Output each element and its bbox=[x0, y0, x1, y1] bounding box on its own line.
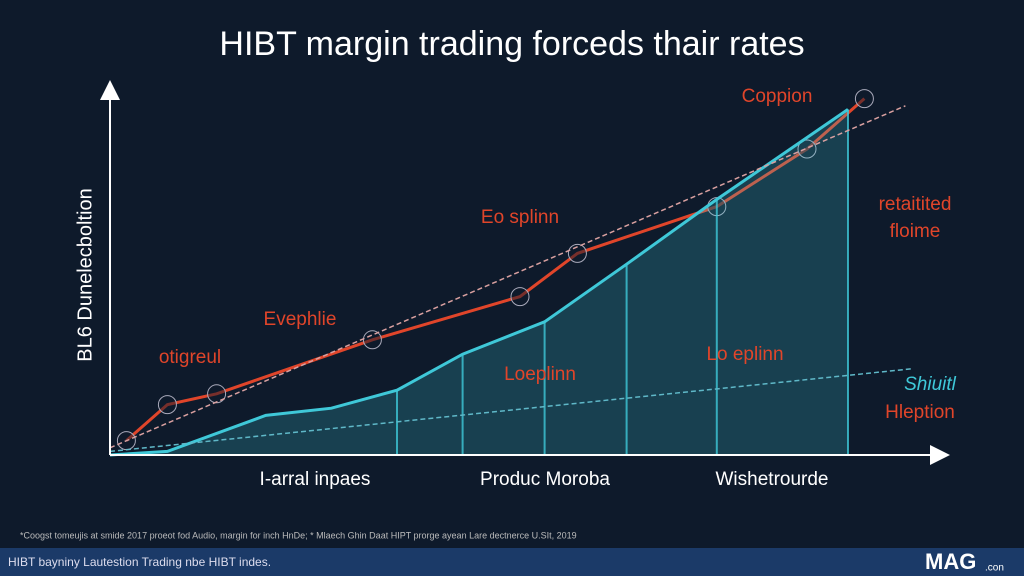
x-tick-label: I-arral inpaes bbox=[260, 469, 371, 490]
point bbox=[854, 89, 874, 109]
footer-bar bbox=[0, 548, 1024, 576]
annotation: Eo splinn bbox=[481, 207, 559, 228]
logo: MAG bbox=[925, 549, 976, 574]
annotation: Shiuitl bbox=[904, 374, 957, 395]
dashed-line bbox=[109, 367, 914, 453]
annotation: floime bbox=[890, 221, 941, 242]
dashed-line bbox=[109, 105, 906, 449]
point bbox=[362, 330, 382, 350]
series-line bbox=[109, 108, 849, 457]
footer-text: HIBT bayniny Lautestion Trading nbe HIBT… bbox=[8, 555, 271, 569]
point bbox=[207, 384, 227, 404]
annotation: retaitited bbox=[879, 194, 952, 215]
annotation: Coppion bbox=[742, 86, 813, 107]
plot-area bbox=[109, 89, 914, 457]
y-axis-label: BL6 Dunelecboltion bbox=[74, 188, 96, 361]
annotation: Evephlie bbox=[264, 309, 337, 330]
point bbox=[510, 287, 530, 307]
point bbox=[797, 139, 817, 159]
footnote: *Coogst tomeujis at smide 2017 proeot fo… bbox=[20, 530, 577, 540]
chart-title: HIBT margin trading forceds thair rates bbox=[219, 25, 804, 63]
annotation: otigreul bbox=[159, 347, 221, 368]
area bbox=[110, 109, 848, 456]
logo-suffix: .con bbox=[985, 563, 1004, 574]
annotation: Hleption bbox=[885, 402, 955, 423]
x-tick-label: Wishetrourde bbox=[716, 469, 829, 490]
annotation: Loeplinn bbox=[504, 364, 576, 385]
point bbox=[157, 395, 177, 415]
x-tick-label: Produc Moroba bbox=[480, 469, 610, 490]
annotation: Lo eplinn bbox=[706, 344, 783, 365]
point bbox=[567, 243, 587, 263]
